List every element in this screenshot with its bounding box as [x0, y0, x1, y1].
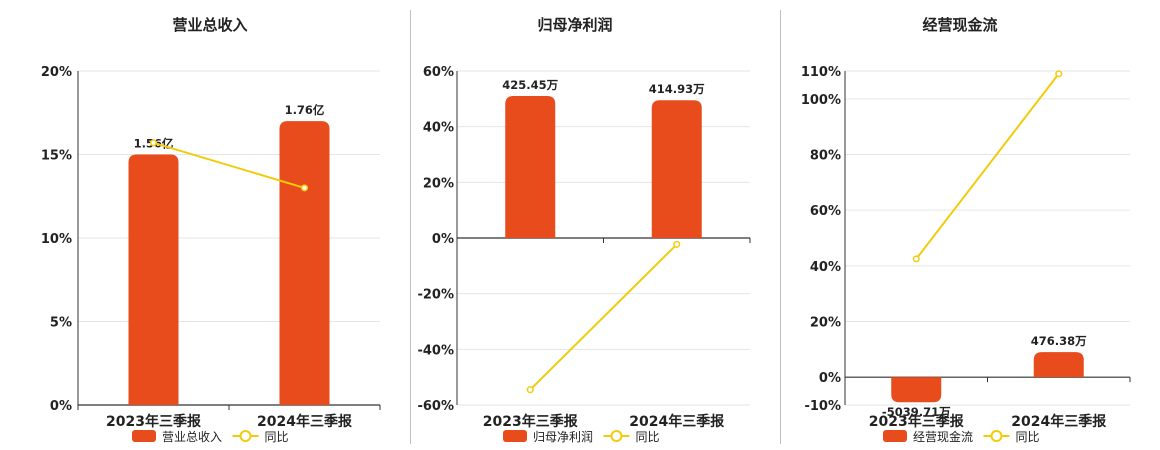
- y-tick-label: 40%: [810, 260, 841, 275]
- yoy-point: [912, 255, 920, 263]
- y-tick-label: 5%: [50, 316, 72, 331]
- y-tick-label: 80%: [810, 149, 841, 164]
- yoy-point: [300, 184, 309, 192]
- x-category-label: 2024年三季报: [629, 413, 724, 430]
- x-category-label: 2024年三季报: [257, 413, 352, 430]
- legend-bar-label: 营业总收入: [162, 430, 222, 444]
- y-tick-label: 60%: [810, 204, 841, 219]
- y-tick-label: 15%: [41, 149, 72, 164]
- yoy-line: [529, 243, 678, 391]
- yoy-point: [1055, 70, 1063, 78]
- yoy-line: [915, 73, 1060, 260]
- y-tick-label: -60%: [417, 399, 454, 414]
- panel-divider: [780, 10, 781, 444]
- chart-title: 经营现金流: [922, 16, 997, 34]
- bar: [891, 377, 942, 403]
- y-tick-label: 100%: [801, 93, 841, 108]
- yoy-point: [673, 240, 681, 248]
- x-category-label: 2023年三季报: [869, 413, 964, 430]
- legend-line-label: 同比: [1016, 430, 1040, 444]
- bar-value-label: 476.38万: [1031, 334, 1087, 348]
- y-tick-label: 0%: [819, 371, 841, 386]
- y-tick-label: 0%: [432, 232, 454, 247]
- bar-value-label: 414.93万: [649, 82, 705, 96]
- legend-line-marker: [610, 430, 623, 442]
- y-tick-label: 60%: [423, 65, 454, 80]
- legend-line-label: 同比: [636, 430, 660, 444]
- y-tick-label: 20%: [810, 316, 841, 331]
- legend-bar-swatch: [132, 430, 156, 442]
- x-category-label: 2023年三季报: [483, 413, 578, 430]
- bar: [128, 154, 179, 405]
- y-tick-label: -20%: [417, 288, 454, 303]
- yoy-point: [526, 386, 534, 394]
- legend-bar-label: 经营现金流: [913, 429, 973, 444]
- legend-line-marker: [239, 430, 252, 442]
- y-tick-label: 0%: [50, 399, 72, 414]
- bar: [651, 100, 702, 238]
- panel-divider: [410, 10, 411, 444]
- legend-bar-swatch: [503, 430, 527, 442]
- x-category-label: 2024年三季报: [1011, 413, 1106, 430]
- legend-line-marker: [990, 430, 1003, 442]
- y-tick-label: -10%: [804, 399, 841, 414]
- chart-title: 营业总收入: [172, 16, 247, 34]
- y-tick-label: 10%: [41, 232, 72, 247]
- legend-bar-label: 归母净利润: [533, 430, 593, 444]
- chart-title: 归母净利润: [537, 16, 612, 34]
- x-category-label: 2023年三季报: [106, 413, 201, 430]
- bar-value-label: -5039.71万: [882, 405, 951, 419]
- bar: [279, 121, 330, 405]
- bar: [505, 96, 556, 238]
- bar-value-label: 425.45万: [502, 78, 558, 92]
- y-tick-label: 20%: [423, 176, 454, 191]
- legend-line-label: 同比: [265, 430, 289, 444]
- yoy-line: [153, 141, 305, 189]
- y-tick-label: -40%: [417, 343, 454, 358]
- y-tick-label: 20%: [41, 65, 72, 80]
- bar: [1033, 352, 1084, 378]
- bar-value-label: 1.76亿: [285, 103, 325, 117]
- y-tick-label: 110%: [801, 65, 841, 80]
- legend-bar-swatch: [883, 430, 907, 442]
- yoy-point: [149, 139, 158, 147]
- y-tick-label: 40%: [423, 121, 454, 136]
